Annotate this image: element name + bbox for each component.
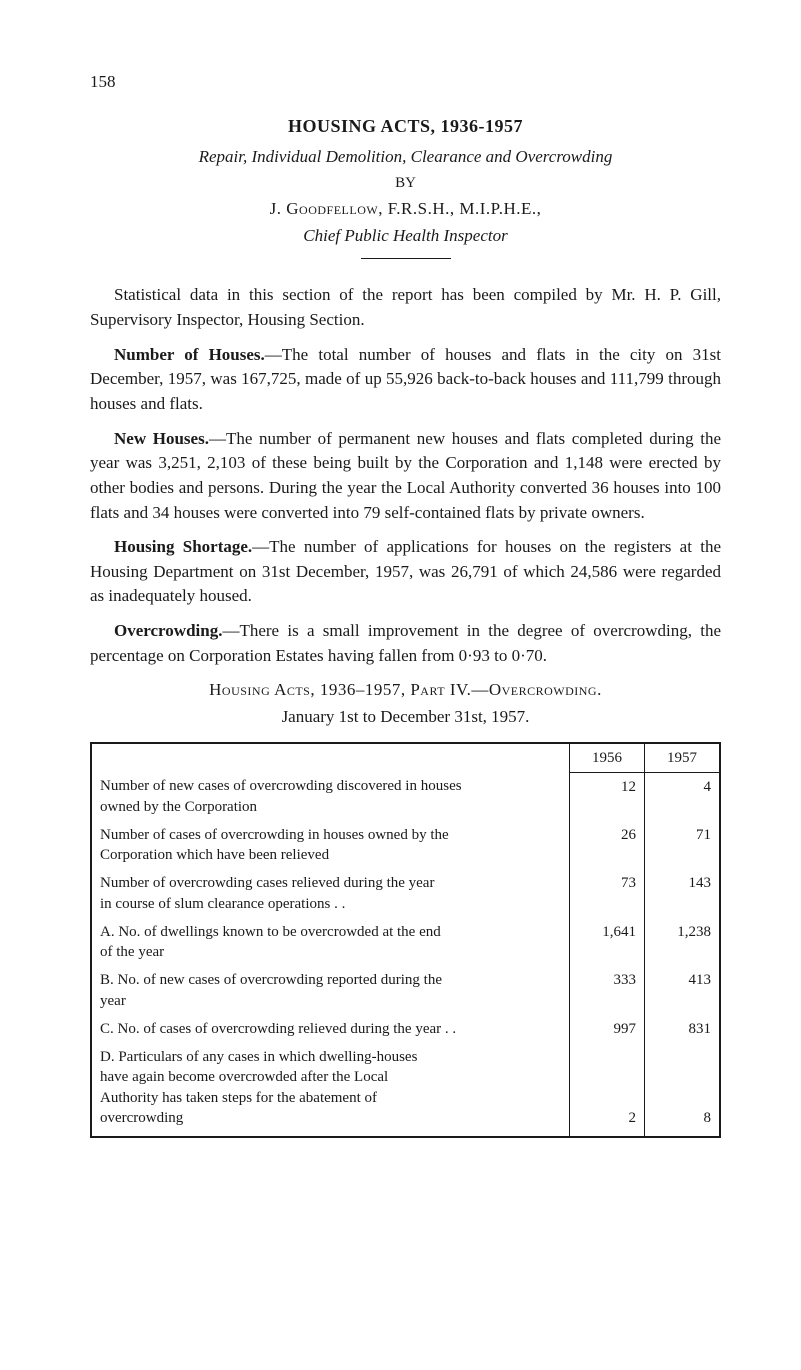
number-of-houses-heading: Number of Houses. (114, 345, 265, 364)
row-label: B. No. of new cases of overcrowding repo… (91, 966, 570, 1015)
cell-1956: 73 (570, 869, 645, 918)
row-label: C. No. of cases of overcrowding relieved… (91, 1015, 570, 1043)
table-heading: Housing Acts, 1936–1957, Part IV.—Overcr… (90, 678, 721, 703)
row-label-a: Number of cases of overcrowding in house… (100, 825, 561, 845)
row-label-b: in course of slum clearance operations .… (100, 894, 561, 914)
divider-rule (361, 258, 451, 259)
cell-1957: 143 (645, 869, 721, 918)
title: HOUSING ACTS, 1936-1957 (90, 113, 721, 139)
row-label-b: have again become overcrowded after the … (100, 1067, 561, 1087)
table-row: B. No. of new cases of overcrowding repo… (91, 966, 720, 1015)
housing-shortage-paragraph: Housing Shortage.—The number of applicat… (90, 535, 721, 609)
row-label: Number of cases of overcrowding in house… (91, 821, 570, 870)
cell-1956: 12 (570, 772, 645, 821)
overcrowding-table: 1956 1957 Number of new cases of overcro… (90, 742, 721, 1139)
spacer-cell (91, 1132, 570, 1137)
cell-1957: 8 (645, 1043, 721, 1132)
new-houses-paragraph: New Houses.—The number of permanent new … (90, 427, 721, 526)
row-label-b: owned by the Corporation (100, 797, 561, 817)
table-row: Number of overcrowding cases relieved du… (91, 869, 720, 918)
row-label-b: year (100, 991, 561, 1011)
number-of-houses-paragraph: Number of Houses.—The total number of ho… (90, 343, 721, 417)
row-label-a: C. No. of cases of overcrowding relieved… (100, 1019, 561, 1039)
col-1957: 1957 (645, 743, 721, 773)
table-header-empty (91, 743, 570, 773)
cell-1957: 71 (645, 821, 721, 870)
table-row: D. Particulars of any cases in which dwe… (91, 1043, 720, 1132)
cell-1956: 997 (570, 1015, 645, 1043)
row-label-a: Number of new cases of overcrowding disc… (100, 776, 561, 796)
new-houses-heading: New Houses. (114, 429, 209, 448)
table-date-range: January 1st to December 31st, 1957. (90, 705, 721, 730)
cell-1956: 1,641 (570, 918, 645, 967)
page-number: 158 (90, 70, 721, 95)
intro-paragraph: Statistical data in this section of the … (90, 283, 721, 332)
row-label-a: D. Particulars of any cases in which dwe… (100, 1047, 561, 1067)
row-label-a: A. No. of dwellings known to be overcrow… (100, 922, 561, 942)
col-1956: 1956 (570, 743, 645, 773)
spacer-cell (570, 1132, 645, 1137)
cell-1957: 831 (645, 1015, 721, 1043)
row-label-a: B. No. of new cases of overcrowding repo… (100, 970, 561, 990)
author-name: J. Goodfellow, F.R.S.H., M.I.P.H.E., (270, 199, 542, 218)
row-label: Number of new cases of overcrowding disc… (91, 772, 570, 821)
row-label-d: overcrowding (100, 1108, 561, 1128)
cell-1957: 1,238 (645, 918, 721, 967)
row-label: D. Particulars of any cases in which dwe… (91, 1043, 570, 1132)
row-label-b: of the year (100, 942, 561, 962)
table-spacer-row (91, 1132, 720, 1137)
author: J. Goodfellow, F.R.S.H., M.I.P.H.E., (90, 197, 721, 222)
row-label-c: Authority has taken steps for the abatem… (100, 1088, 561, 1108)
cell-1956: 26 (570, 821, 645, 870)
overcrowding-heading: Overcrowding. (114, 621, 222, 640)
document-page: 158 HOUSING ACTS, 1936-1957 Repair, Indi… (0, 0, 801, 1370)
cell-1956: 333 (570, 966, 645, 1015)
table-row: Number of new cases of overcrowding disc… (91, 772, 720, 821)
table-row: Number of cases of overcrowding in house… (91, 821, 720, 870)
table-row: C. No. of cases of overcrowding relieved… (91, 1015, 720, 1043)
row-label-b: Corporation which have been relieved (100, 845, 561, 865)
overcrowding-paragraph: Overcrowding.—There is a small improveme… (90, 619, 721, 668)
row-label-a: Number of overcrowding cases relieved du… (100, 873, 561, 893)
table-heading-text: Housing Acts, 1936–1957, Part IV.—Overcr… (209, 680, 602, 699)
subtitle: Repair, Individual Demolition, Clearance… (90, 145, 721, 170)
spacer-cell (645, 1132, 721, 1137)
row-label: A. No. of dwellings known to be overcrow… (91, 918, 570, 967)
table-row: A. No. of dwellings known to be overcrow… (91, 918, 720, 967)
row-label: Number of overcrowding cases relieved du… (91, 869, 570, 918)
by-line: BY (90, 173, 721, 195)
table-header-row: 1956 1957 (91, 743, 720, 773)
housing-shortage-heading: Housing Shortage. (114, 537, 252, 556)
author-role: Chief Public Health Inspector (90, 224, 721, 249)
cell-1957: 4 (645, 772, 721, 821)
cell-1957: 413 (645, 966, 721, 1015)
cell-1956: 2 (570, 1043, 645, 1132)
